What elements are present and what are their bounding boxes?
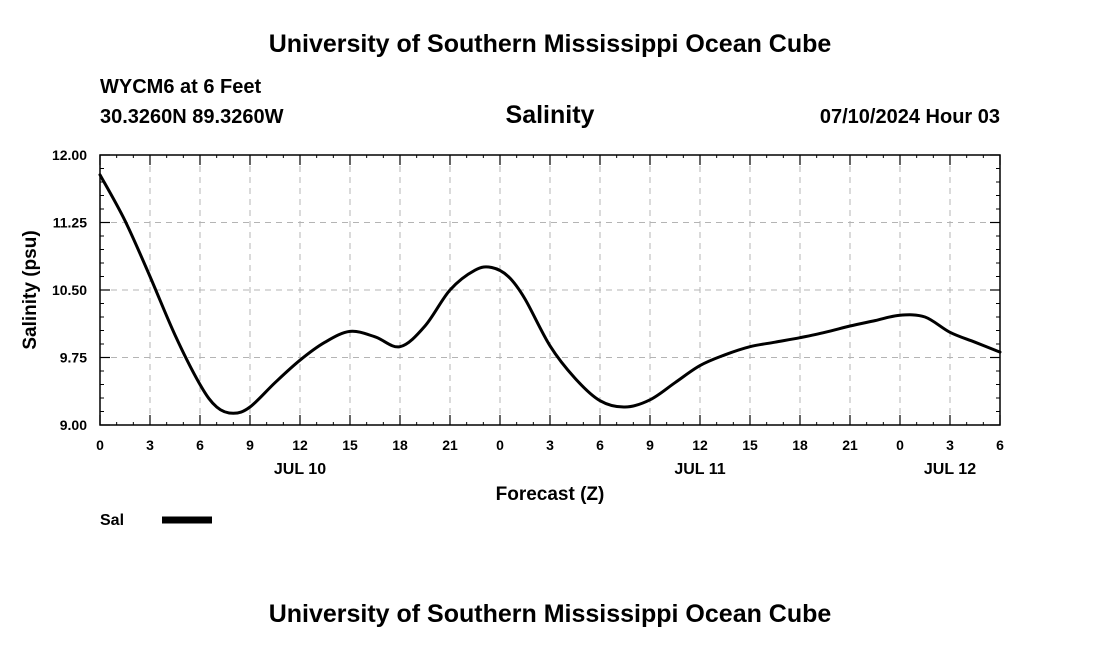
footer-title: University of Southern Mississippi Ocean… bbox=[268, 600, 832, 628]
x-tick-label: 9 bbox=[646, 437, 654, 453]
x-tick-label: 15 bbox=[342, 437, 358, 453]
salinity-series-line bbox=[98, 173, 1002, 415]
y-tick-label: 9.00 bbox=[60, 417, 87, 433]
x-tick-label: 3 bbox=[146, 437, 154, 453]
page-title: University of Southern Mississippi Ocean… bbox=[268, 30, 832, 58]
y-tick-label: 9.75 bbox=[60, 350, 87, 366]
forecast-datetime: 07/10/2024 Hour 03 bbox=[819, 106, 1000, 128]
x-tick-label: 9 bbox=[246, 437, 254, 453]
station-coordinates: 30.3260N 89.3260W bbox=[100, 106, 284, 128]
x-tick-label: 21 bbox=[842, 437, 858, 453]
date-label: JUL 11 bbox=[674, 461, 725, 478]
y-tick-label: 10.50 bbox=[52, 282, 87, 298]
grid-lines bbox=[100, 155, 1000, 425]
x-tick-label: 12 bbox=[692, 437, 708, 453]
station-label: WYCM6 at 6 Feet bbox=[100, 76, 262, 98]
x-tick-label: 3 bbox=[946, 437, 954, 453]
x-tick-label: 21 bbox=[442, 437, 458, 453]
y-tick-labels: 9.00 9.75 10.50 11.25 12.00 bbox=[52, 147, 87, 433]
x-tick-label: 6 bbox=[196, 437, 204, 453]
y-tick-label: 11.25 bbox=[53, 215, 87, 231]
x-tick-label: 0 bbox=[896, 437, 904, 453]
y-axis-label: Salinity (psu) bbox=[20, 230, 41, 349]
x-tick-label: 3 bbox=[546, 437, 554, 453]
date-label: JUL 12 bbox=[924, 461, 976, 478]
plot-frame bbox=[99, 154, 1001, 426]
x-tick-label: 6 bbox=[996, 437, 1004, 453]
x-axis-label: Forecast (Z) bbox=[496, 484, 605, 505]
x-tick-label: 12 bbox=[292, 437, 308, 453]
x-tick-label: 18 bbox=[792, 437, 808, 453]
x-tick-label: 0 bbox=[96, 437, 104, 453]
x-tick-label: 18 bbox=[392, 437, 408, 453]
x-tick-labels: 0 3 6 9 12 15 18 21 0 3 6 9 12 15 18 21 0 3 6 bbox=[96, 437, 1004, 453]
x-tick-label: 15 bbox=[742, 437, 758, 453]
x-tick-label: 0 bbox=[496, 437, 504, 453]
legend-label: Sal bbox=[100, 512, 124, 529]
date-label: JUL 10 bbox=[274, 461, 326, 478]
x-tick-label: 6 bbox=[596, 437, 604, 453]
plot-title: Salinity bbox=[505, 101, 595, 129]
y-tick-label: 12.00 bbox=[52, 147, 87, 163]
date-labels: JUL 10 JUL 11 JUL 12 bbox=[274, 461, 976, 478]
